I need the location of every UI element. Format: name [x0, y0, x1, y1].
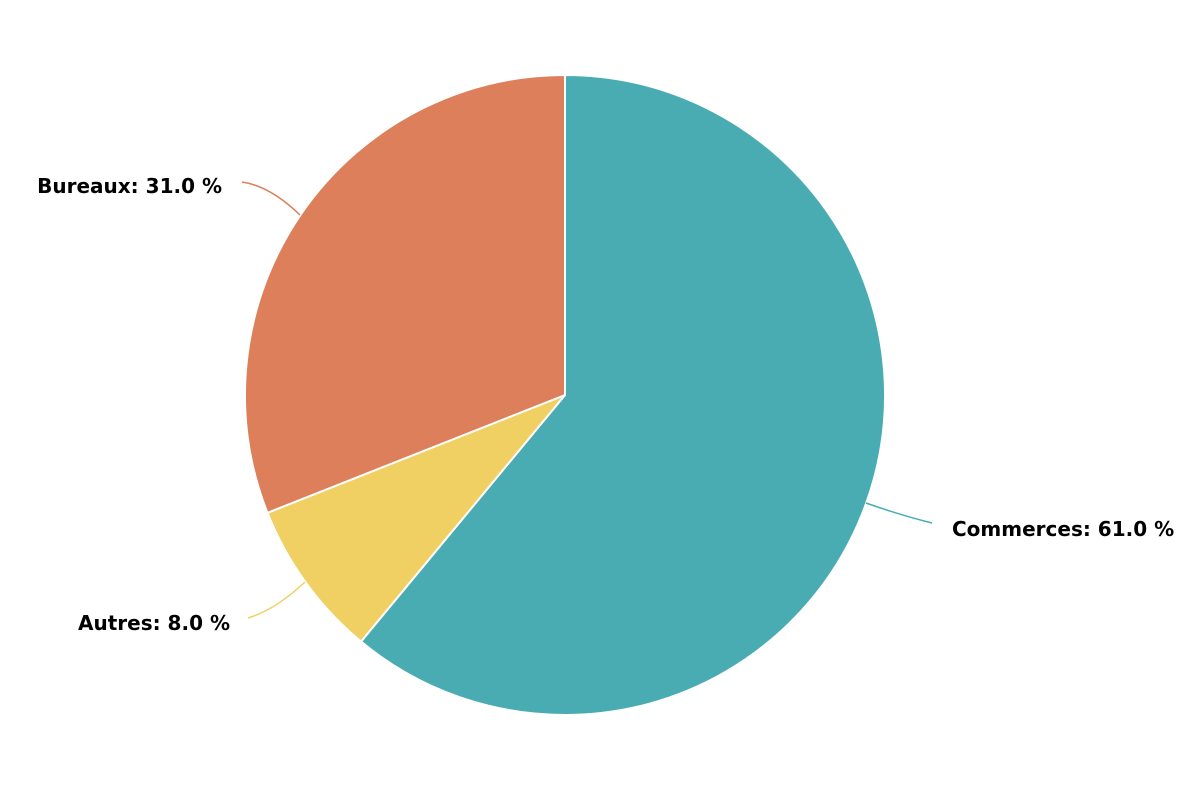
connector-line-commerces [865, 502, 933, 524]
pie-slice-bureaux[interactable] [244, 74, 566, 514]
data-labels: Commerces: 61.0 % Autres: 8.0 % Bureaux: 3… [37, 174, 1174, 635]
data-label-autres: Autres: 8.0 % [78, 611, 230, 635]
pie-slice-autres[interactable] [266, 394, 566, 643]
data-label-commerces: Commerces: 61.0 % [952, 517, 1174, 541]
connector-line-bureaux [241, 181, 301, 216]
label-connectors [241, 181, 933, 619]
connector-line-autres [247, 581, 306, 619]
pie-slices [244, 74, 887, 716]
data-label-bureaux: Bureaux: 31.0 % [37, 174, 222, 198]
